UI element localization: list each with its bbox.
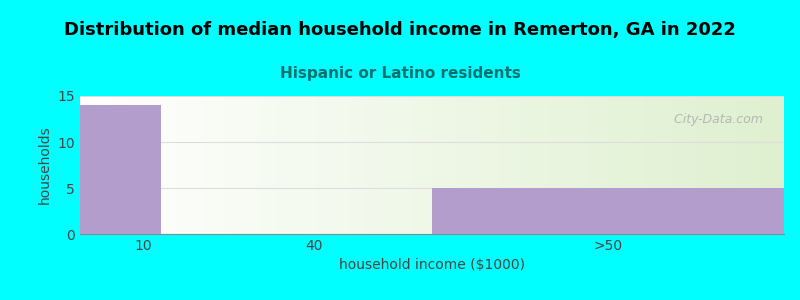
Y-axis label: households: households bbox=[38, 126, 52, 204]
X-axis label: household income ($1000): household income ($1000) bbox=[339, 258, 525, 272]
Bar bbox=[432, 188, 784, 234]
Bar bbox=[80, 105, 161, 234]
Text: Distribution of median household income in Remerton, GA in 2022: Distribution of median household income … bbox=[64, 21, 736, 39]
Text: City-Data.com: City-Data.com bbox=[666, 112, 763, 126]
Text: Hispanic or Latino residents: Hispanic or Latino residents bbox=[279, 66, 521, 81]
